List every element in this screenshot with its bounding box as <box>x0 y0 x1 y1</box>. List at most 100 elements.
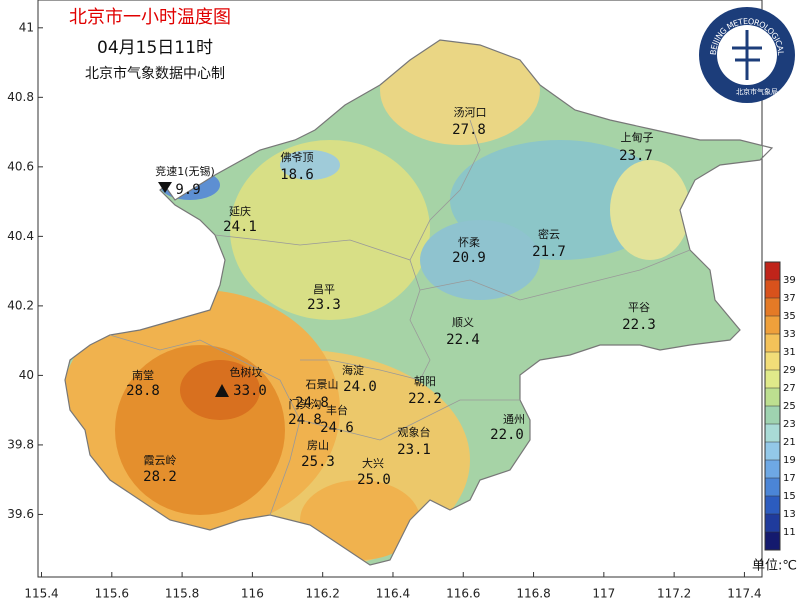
y-tick-label: 40.4 <box>7 229 34 243</box>
colorbar-segment <box>765 424 780 442</box>
x-tick-label: 117 <box>592 587 615 601</box>
x-tick-label: 117.4 <box>727 587 761 601</box>
x-tick-label: 115.4 <box>24 587 58 601</box>
colorbar-segment <box>765 316 780 334</box>
station-value: 24.1 <box>223 219 257 235</box>
station-name: 佛爷顶 <box>281 150 314 164</box>
colorbar-tick-label: 39 <box>783 275 796 286</box>
y-tick-label: 41 <box>19 20 34 34</box>
colorbar-tick-label: 17 <box>783 473 796 484</box>
station-value: 25.3 <box>301 454 335 470</box>
station-marker <box>158 182 172 193</box>
station-name: 竞速1(无锡) <box>155 164 215 178</box>
station-value: 22.0 <box>490 427 524 443</box>
colorbar-tick-label: 23 <box>783 419 796 430</box>
station-name: 海淀 <box>342 363 364 377</box>
colorbar-segment <box>765 280 780 298</box>
colorbar-tick-label: 37 <box>783 293 796 304</box>
colorbar-segment <box>765 262 780 280</box>
station-name: 顺义 <box>452 316 474 329</box>
station-name: 延庆 <box>229 204 251 218</box>
station-value: 28.2 <box>143 469 177 485</box>
x-tick-label: 116.8 <box>516 587 550 601</box>
station-name: 色树坟 <box>230 365 263 379</box>
colorbar-tick-label: 15 <box>783 491 796 502</box>
y-tick-label: 40.6 <box>7 159 34 173</box>
colorbar-tick-label: 11 <box>783 527 796 538</box>
station-marker <box>215 384 229 397</box>
colorbar-segment <box>765 370 780 388</box>
station-name: 平谷 <box>628 301 650 314</box>
time: 04月15日11时 <box>97 38 213 58</box>
station-name: 汤河口 <box>454 105 487 119</box>
colorbar: 11 13 15 17 19 21 23 25 27 29 31 33 35 37 39 单位:℃ <box>752 261 797 574</box>
station-name: 上甸子 <box>621 131 654 144</box>
station-name: 南堂 <box>132 369 154 382</box>
colorbar-tick-label: 33 <box>783 329 796 340</box>
colorbar-segment <box>765 334 780 352</box>
y-tick-label: 40.8 <box>7 90 34 104</box>
colorbar-segment <box>765 532 780 550</box>
station-value: 22.4 <box>446 332 480 348</box>
colorbar-tick-label: 29 <box>783 365 796 376</box>
station-name: 石景山 <box>306 378 339 391</box>
station-value: 23.3 <box>307 297 341 313</box>
colorbar-tick-label: 31 <box>783 347 796 358</box>
x-tick-label: 117.2 <box>657 587 691 601</box>
station-value: 22.2 <box>408 391 442 407</box>
colorbar-segment <box>765 406 780 424</box>
colorbar-tick-label: 19 <box>783 455 796 466</box>
colorbar-segment <box>765 388 780 406</box>
station-value: 27.8 <box>452 122 486 138</box>
station-value: 24.0 <box>343 379 377 395</box>
producer: 北京市气象数据中心制 <box>85 65 225 82</box>
colorbar-segment <box>765 460 780 478</box>
station-value: 20.9 <box>452 250 486 266</box>
district-lines <box>109 119 691 516</box>
x-tick-label: 116.2 <box>305 587 339 601</box>
station-value: 28.8 <box>126 383 160 399</box>
station-name: 昌平 <box>313 283 335 296</box>
station-value: 25.0 <box>357 472 391 488</box>
station-value: 22.3 <box>622 317 656 333</box>
axes: 115.4 115.6 115.8 116 116.2 116.4 116.6 116.8 11… <box>7 20 761 600</box>
station-value: 18.6 <box>280 167 314 183</box>
station-name: 密云 <box>538 227 560 241</box>
station-name: 门头沟 <box>289 397 322 411</box>
station-value: 24.8 <box>288 412 322 428</box>
station-name: 大兴 <box>362 456 384 470</box>
colorbar-tick-label: 13 <box>783 509 796 520</box>
x-tick-label: 116 <box>241 587 264 601</box>
station-name: 通州 <box>503 413 525 426</box>
station-name: 怀柔 <box>458 236 480 249</box>
station-value: 23.7 <box>619 148 653 164</box>
colorbar-tick-label: 27 <box>783 383 796 394</box>
colorbar-segment <box>765 352 780 370</box>
colorbar-segment <box>765 442 780 460</box>
colorbar-tick-label: 35 <box>783 311 796 322</box>
y-tick-label: 39.8 <box>7 437 34 451</box>
colorbar-segment <box>765 496 780 514</box>
x-tick-label: 115.8 <box>165 587 199 601</box>
station-name: 丰台 <box>326 403 348 417</box>
station-name: 霞云岭 <box>144 453 177 467</box>
unit-label: 单位:℃ <box>752 559 797 574</box>
colorbar-segment <box>765 478 780 496</box>
station-value: 24.8 <box>295 395 329 411</box>
station-name: 观象台 <box>398 425 431 439</box>
station-value: 33.0 <box>233 383 267 399</box>
x-tick-label: 116.4 <box>376 587 410 601</box>
station-name: 朝阳 <box>414 375 436 388</box>
colorbar-tick-label: 21 <box>783 437 796 448</box>
y-tick-label: 40.2 <box>7 298 34 312</box>
x-tick-label: 116.6 <box>446 587 480 601</box>
colorbar-tick-label: 25 <box>783 401 796 412</box>
y-tick-label: 40 <box>19 368 34 382</box>
logo-chinese: 北京市气象局 <box>736 87 778 96</box>
station-value: 24.6 <box>320 420 354 436</box>
x-tick-label: 115.6 <box>95 587 129 601</box>
station-value: 23.1 <box>397 442 431 458</box>
colorbar-segment <box>765 514 780 532</box>
y-tick-label: 39.6 <box>7 507 34 521</box>
